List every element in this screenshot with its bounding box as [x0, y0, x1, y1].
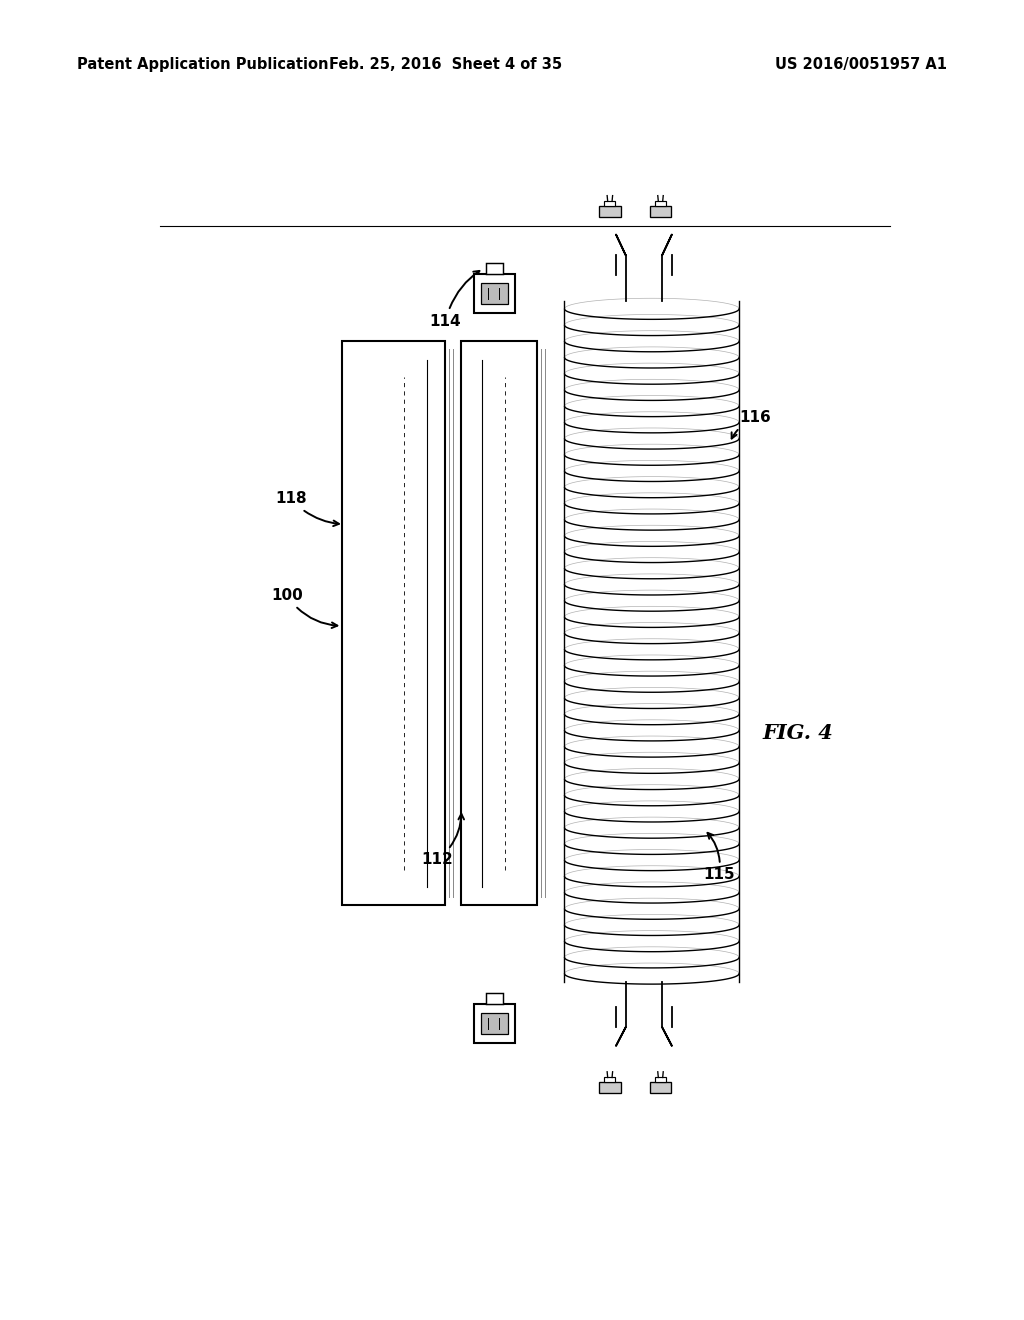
Bar	[481, 1012, 508, 1034]
Text: Feb. 25, 2016  Sheet 4 of 35: Feb. 25, 2016 Sheet 4 of 35	[329, 57, 562, 71]
Bar	[649, 1082, 672, 1093]
Bar	[604, 202, 615, 206]
Bar	[486, 264, 503, 275]
Bar	[599, 206, 621, 218]
Bar	[486, 993, 503, 1005]
Bar	[649, 206, 672, 218]
Text: 112: 112	[422, 814, 464, 867]
Bar	[655, 202, 666, 206]
Text: 114: 114	[430, 271, 479, 329]
Bar	[481, 282, 508, 304]
Bar	[461, 342, 537, 906]
Text: 100: 100	[270, 587, 337, 628]
Bar	[655, 1077, 666, 1082]
Bar	[474, 275, 515, 313]
Text: 116: 116	[731, 411, 771, 438]
Bar	[342, 342, 445, 906]
Text: 115: 115	[703, 833, 735, 883]
Text: FIG. 4: FIG. 4	[763, 722, 834, 743]
Text: Patent Application Publication: Patent Application Publication	[77, 57, 329, 71]
Bar	[474, 1005, 515, 1043]
Bar	[599, 1082, 621, 1093]
Text: 118: 118	[274, 491, 339, 527]
Text: US 2016/0051957 A1: US 2016/0051957 A1	[775, 57, 947, 71]
Bar	[604, 1077, 615, 1082]
